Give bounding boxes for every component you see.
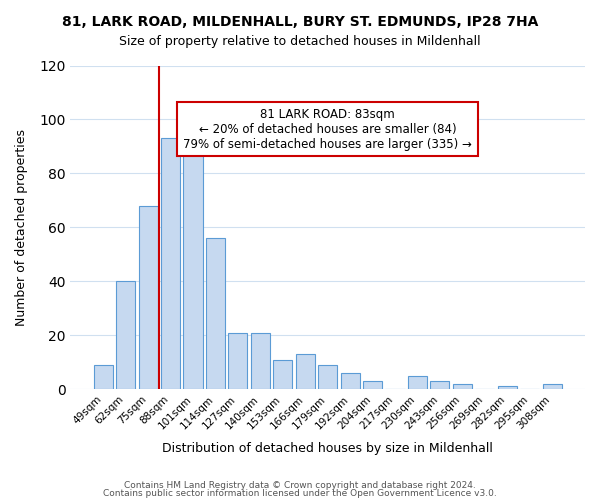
Y-axis label: Number of detached properties: Number of detached properties xyxy=(15,129,28,326)
Bar xyxy=(116,282,135,389)
Text: Contains HM Land Registry data © Crown copyright and database right 2024.: Contains HM Land Registry data © Crown c… xyxy=(124,481,476,490)
Bar xyxy=(296,354,315,389)
Bar xyxy=(341,373,359,389)
Bar xyxy=(363,381,382,389)
Bar xyxy=(318,365,337,389)
Bar xyxy=(251,332,270,389)
Bar xyxy=(229,332,247,389)
Bar xyxy=(273,360,292,389)
X-axis label: Distribution of detached houses by size in Mildenhall: Distribution of detached houses by size … xyxy=(162,442,493,455)
Text: 81, LARK ROAD, MILDENHALL, BURY ST. EDMUNDS, IP28 7HA: 81, LARK ROAD, MILDENHALL, BURY ST. EDMU… xyxy=(62,15,538,29)
Bar xyxy=(161,138,180,389)
Text: Size of property relative to detached houses in Mildenhall: Size of property relative to detached ho… xyxy=(119,35,481,48)
Bar xyxy=(542,384,562,389)
Bar xyxy=(184,146,203,389)
Bar xyxy=(408,376,427,389)
Bar xyxy=(206,238,225,389)
Bar xyxy=(430,381,449,389)
Text: Contains public sector information licensed under the Open Government Licence v3: Contains public sector information licen… xyxy=(103,488,497,498)
Bar xyxy=(94,365,113,389)
Bar xyxy=(139,206,158,389)
Bar xyxy=(453,384,472,389)
Text: 81 LARK ROAD: 83sqm
← 20% of detached houses are smaller (84)
79% of semi-detach: 81 LARK ROAD: 83sqm ← 20% of detached ho… xyxy=(183,108,472,150)
Bar xyxy=(497,386,517,389)
